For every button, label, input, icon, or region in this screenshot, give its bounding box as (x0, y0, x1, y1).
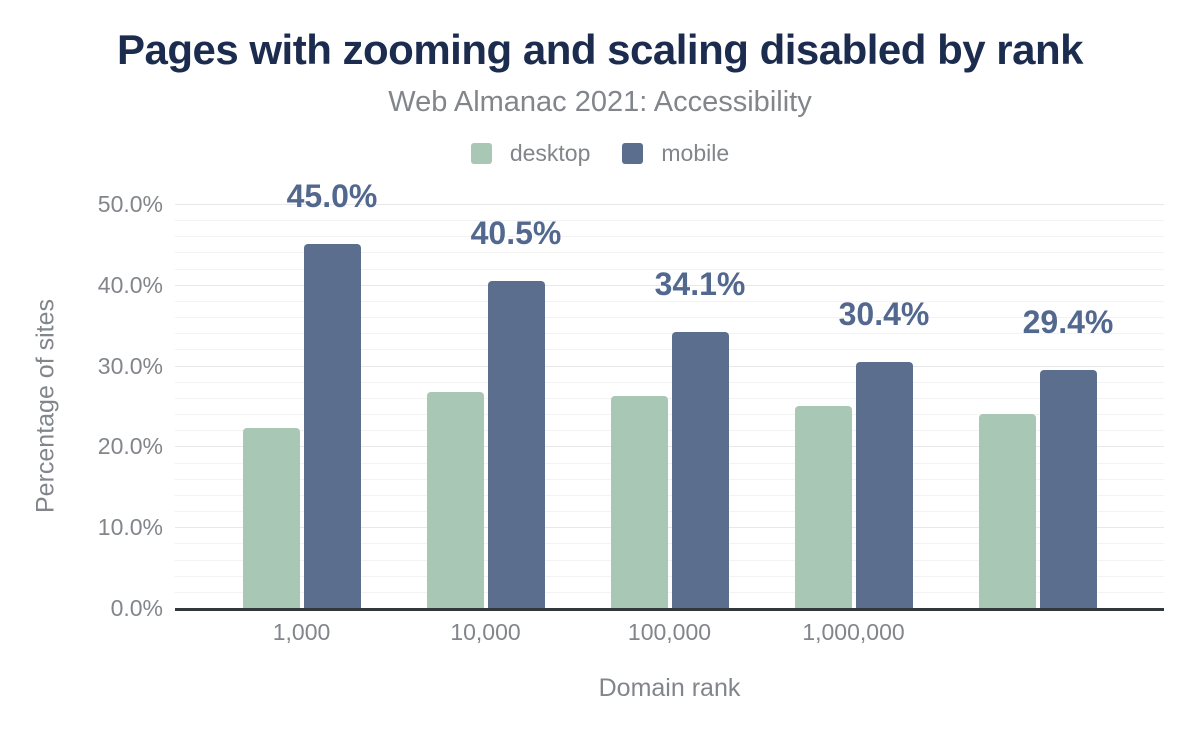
gridline-minor (175, 381, 1164, 383)
gridline-minor (175, 559, 1164, 561)
y-tick-label: 10.0% (97, 514, 163, 541)
bar-value-label: 45.0% (286, 178, 378, 215)
y-tick-label: 20.0% (97, 433, 163, 460)
x-axis-title: Domain rank (598, 674, 741, 702)
y-tick-label: 40.0% (97, 271, 163, 298)
x-tick-label: 1,000,000 (802, 619, 905, 645)
gridline-minor (175, 317, 1164, 319)
gridline-minor (175, 300, 1164, 302)
gridline-major (175, 204, 1164, 205)
gridline-minor (175, 349, 1164, 351)
bar-mobile-all (1039, 370, 1097, 608)
bar-mobile-100000 (671, 332, 729, 608)
gridline-minor (175, 252, 1164, 254)
legend-item-mobile: mobile (622, 140, 729, 167)
gridline-minor (175, 236, 1164, 238)
gridline-minor (175, 268, 1164, 270)
x-axis-line (175, 608, 1164, 611)
legend-label-mobile: mobile (661, 140, 730, 166)
gridline-minor (175, 430, 1164, 432)
desktop-swatch-icon (470, 143, 492, 164)
gridline-minor (175, 591, 1164, 593)
gridline-minor (175, 511, 1164, 513)
bar-mobile-1000 (303, 244, 361, 608)
bar-value-label: 30.4% (838, 296, 930, 333)
bar-value-label: 40.5% (470, 214, 562, 251)
gridline-minor (175, 478, 1164, 480)
legend: desktop mobile (0, 140, 1200, 167)
gridline-minor (175, 462, 1164, 464)
bar-desktop-all (978, 414, 1036, 608)
mobile-swatch-icon (622, 143, 644, 164)
gridline-minor (175, 494, 1164, 496)
x-tick-label: 10,000 (450, 619, 521, 645)
bar-value-label: 29.4% (1022, 304, 1114, 341)
gridline-minor (175, 397, 1164, 399)
bar-desktop-1000 (242, 427, 300, 608)
gridline-major (175, 284, 1164, 286)
bar-desktop-1000000 (794, 406, 852, 608)
chart-title: Pages with zooming and scaling disabled … (116, 26, 1084, 73)
gridline-minor (175, 575, 1164, 577)
gridline-minor (175, 220, 1164, 222)
gridline-major (175, 527, 1164, 529)
chart-subtitle: Web Almanac 2021: Accessibility (388, 86, 812, 118)
legend-item-desktop: desktop (470, 140, 591, 167)
gridline-minor (175, 543, 1164, 545)
bar-desktop-100000 (610, 396, 668, 608)
x-tick-label: 100,000 (627, 619, 712, 645)
x-tick-label: 1,000 (272, 619, 331, 645)
y-tick-label: 50.0% (97, 191, 163, 217)
gridline-major (175, 365, 1164, 367)
y-tick-label: 30.0% (97, 352, 163, 379)
bar-mobile-10000 (487, 280, 545, 608)
y-axis-title: Percentage of sites (31, 298, 60, 514)
bar-value-label: 34.1% (654, 266, 746, 303)
gridline-minor (175, 333, 1164, 335)
bar-mobile-1000000 (855, 362, 913, 608)
legend-label-desktop: desktop (509, 140, 591, 166)
y-tick-label: 0.0% (110, 595, 163, 621)
gridline-minor (175, 414, 1164, 416)
bar-desktop-10000 (426, 392, 484, 608)
gridline-major (175, 446, 1164, 448)
